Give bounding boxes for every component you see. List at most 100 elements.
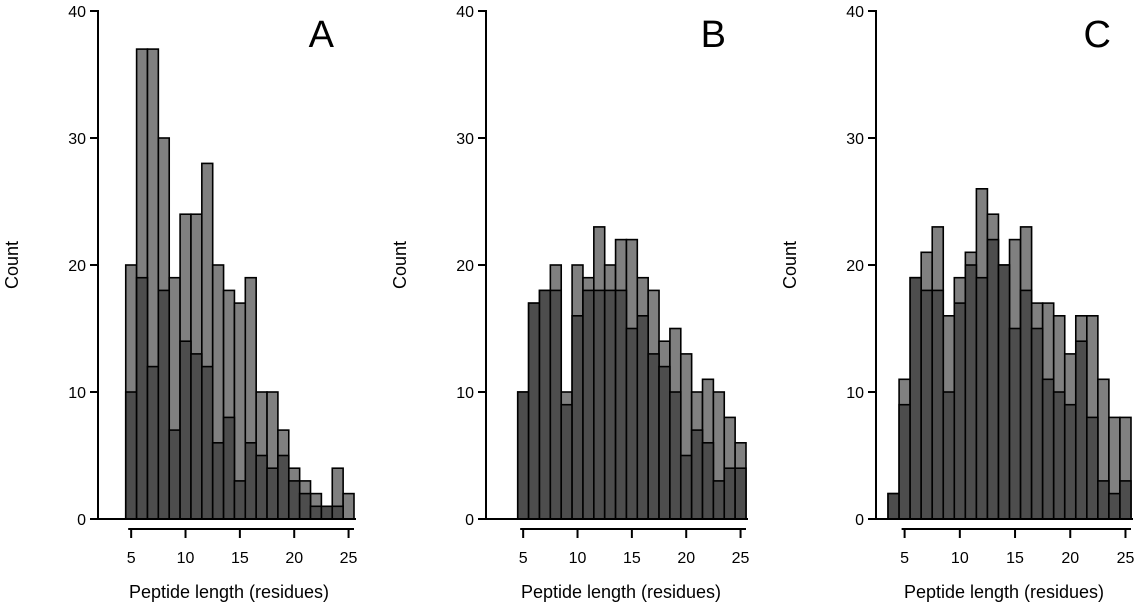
bar-subset-10	[571, 314, 584, 520]
bar-subset-15	[625, 327, 639, 520]
panel-letter: A	[309, 14, 335, 56]
bar-subset-11	[582, 289, 595, 520]
bar-subset-20	[1063, 403, 1077, 520]
y-tick-label-0: 0	[77, 512, 86, 529]
y-axis-label: Count	[780, 241, 800, 289]
bar-subset-13	[603, 289, 617, 520]
bar-subset-21	[1074, 340, 1088, 520]
bar-subset-8	[157, 289, 171, 520]
bar-subset-24	[331, 505, 344, 520]
bar-subset-21	[690, 429, 704, 520]
y-tick-label-0: 0	[465, 512, 474, 529]
bar-subset-15	[1008, 327, 1022, 520]
bar-total-25	[342, 492, 355, 520]
panel-letter: C	[1084, 14, 1111, 56]
y-tick-label-20: 20	[68, 258, 86, 275]
bar-subset-25	[734, 467, 747, 520]
bar-subset-7	[920, 289, 934, 520]
y-tick-label-40: 40	[846, 4, 864, 21]
bar-subset-20	[679, 454, 693, 520]
chart-panel-c: 0 10 20 30 40 5 10 15 20 25 Peptide length (residu…	[780, 4, 1134, 602]
bar-subset-17	[647, 353, 660, 520]
bar-subset-18	[658, 365, 671, 520]
y-axis-label: Count	[2, 241, 22, 289]
x-tick-label-20: 20	[677, 550, 695, 567]
x-tick-label-15: 15	[623, 550, 641, 567]
bar-subset-8	[931, 289, 945, 520]
bar-subset-12	[975, 276, 989, 520]
bar-subset-20	[287, 480, 301, 520]
bar-subset-13	[986, 238, 1000, 520]
bar-subset-14	[222, 416, 236, 520]
bar-subset-22	[701, 441, 715, 520]
y-tick-label-10: 10	[68, 385, 86, 402]
x-tick-label-10: 10	[177, 550, 195, 567]
bar-subset-5	[898, 403, 911, 520]
y-tick-label-40: 40	[68, 4, 86, 21]
x-tick-label-25: 25	[1117, 550, 1135, 567]
bar-subset-25	[1119, 480, 1132, 520]
y-tick-label-10: 10	[846, 385, 864, 402]
bar-subset-5	[516, 391, 530, 520]
x-tick-label-20: 20	[1061, 550, 1079, 567]
bar-subset-6	[527, 302, 541, 520]
bar-subset-12	[593, 289, 606, 520]
bar-subset-17	[1030, 327, 1044, 520]
bar-subset-14	[614, 289, 628, 520]
y-tick-label-30: 30	[456, 131, 474, 148]
bar-subset-6	[909, 276, 922, 520]
chart-panel-a: 0 10 20 30 40 5 10 15 20 25 Peptide length (residu…	[2, 4, 358, 602]
x-tick-label-10: 10	[569, 550, 587, 567]
bar-subset-23	[320, 505, 334, 520]
x-tick-label-15: 15	[1006, 550, 1024, 567]
y-tick-label-20: 20	[456, 258, 474, 275]
x-tick-label-20: 20	[285, 550, 303, 567]
bar-subset-10	[179, 340, 192, 520]
bar-subset-21	[298, 492, 312, 520]
bar-subset-11	[964, 264, 978, 520]
bar-subset-23	[1097, 480, 1110, 520]
bar-subset-6	[135, 276, 149, 520]
x-tick-label-15: 15	[231, 550, 249, 567]
y-tick-label-20: 20	[846, 258, 864, 275]
x-tick-label-10: 10	[951, 550, 969, 567]
panel-letter: B	[701, 14, 726, 56]
bar-subset-11	[190, 353, 203, 520]
bar-subset-16	[1019, 289, 1033, 520]
bar-subset-19	[277, 454, 290, 520]
y-tick-label-10: 10	[456, 385, 474, 402]
bar-subset-9	[560, 403, 573, 520]
x-tick-label-5: 5	[519, 550, 528, 567]
y-tick-label-30: 30	[68, 131, 86, 148]
x-tick-label-25: 25	[732, 550, 750, 567]
bar-subset-19	[1052, 391, 1066, 520]
y-tick-label-0: 0	[855, 512, 864, 529]
bar-subset-7	[146, 365, 160, 520]
bar-subset-22	[309, 505, 323, 520]
y-tick-label-40: 40	[456, 4, 474, 21]
x-tick-label-25: 25	[340, 550, 358, 567]
y-axis-label: Count	[390, 241, 410, 289]
x-axis-label: Peptide length (residues)	[904, 582, 1104, 602]
bar-subset-9	[168, 429, 181, 520]
bar-subset-10	[953, 302, 967, 520]
x-tick-label-5: 5	[127, 550, 136, 567]
bar-subset-17	[255, 454, 268, 520]
bar-subset-23	[712, 480, 726, 520]
bar-subset-5	[124, 391, 138, 520]
bar-subset-19	[669, 391, 682, 520]
bar-subset-18	[266, 467, 279, 520]
x-axis-label: Peptide length (residues)	[521, 582, 721, 602]
bar-subset-16	[636, 314, 649, 520]
bar-subset-13	[211, 441, 225, 520]
bar-subset-14	[997, 264, 1011, 520]
bar-subset-24	[1108, 492, 1121, 520]
bar-subset-16	[244, 441, 257, 520]
y-tick-label-30: 30	[846, 131, 864, 148]
x-axis-label: Peptide length (residues)	[129, 582, 329, 602]
bar-subset-24	[723, 467, 736, 520]
x-tick-label-5: 5	[900, 550, 909, 567]
chart-panel-b: 0 10 20 30 40 5 10 15 20 25 Peptide length (residu…	[390, 4, 750, 602]
bar-subset-15	[233, 480, 247, 520]
